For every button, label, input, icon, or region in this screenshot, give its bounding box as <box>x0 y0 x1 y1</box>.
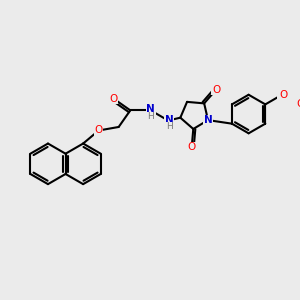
Text: N: N <box>146 104 155 114</box>
Text: N: N <box>204 115 212 125</box>
Text: O: O <box>188 142 196 152</box>
Text: H: H <box>166 122 172 131</box>
Text: N: N <box>165 115 173 124</box>
Text: O: O <box>280 90 288 100</box>
Text: H: H <box>147 112 154 121</box>
Text: O: O <box>212 85 220 94</box>
Text: O: O <box>296 99 300 110</box>
Text: O: O <box>110 94 118 104</box>
Text: O: O <box>94 125 103 136</box>
